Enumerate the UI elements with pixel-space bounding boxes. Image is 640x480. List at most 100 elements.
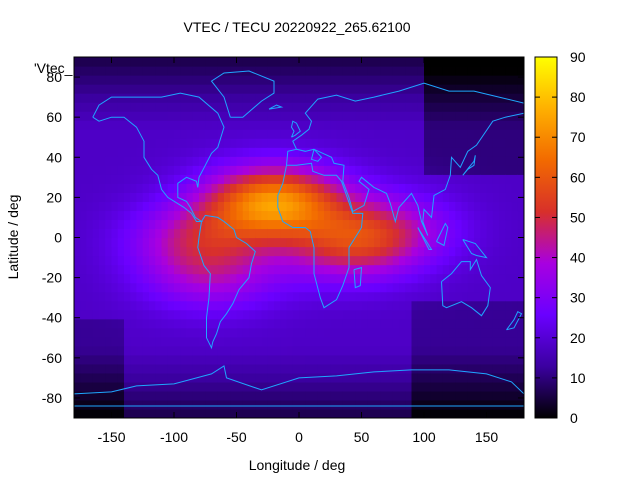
heat-cell bbox=[336, 372, 344, 383]
heat-cell bbox=[355, 129, 363, 139]
heat-cell bbox=[436, 138, 444, 148]
heat-cell bbox=[305, 156, 313, 166]
heat-cell bbox=[74, 138, 81, 148]
coastline-segment bbox=[74, 365, 524, 395]
heat-cell bbox=[155, 291, 163, 302]
heat-cell bbox=[461, 255, 469, 266]
heat-cell bbox=[486, 273, 494, 284]
heat-cell bbox=[136, 75, 144, 85]
heat-cell bbox=[267, 201, 275, 212]
heat-cell bbox=[380, 246, 388, 257]
heat-cell bbox=[374, 156, 381, 166]
heat-cell bbox=[455, 282, 463, 293]
heat-cell bbox=[336, 228, 344, 239]
heat-cell bbox=[486, 228, 494, 239]
heat-cell bbox=[255, 93, 263, 103]
heat-cell bbox=[424, 219, 431, 230]
heat-cell bbox=[461, 174, 469, 184]
heat-cell bbox=[336, 219, 344, 230]
heat-cell bbox=[224, 255, 231, 266]
heat-cell bbox=[486, 111, 494, 121]
heat-cell bbox=[355, 57, 363, 67]
heat-cell bbox=[461, 399, 469, 410]
heat-cell bbox=[305, 408, 313, 418]
heat-cell bbox=[280, 381, 288, 392]
heat-cell bbox=[324, 255, 331, 266]
heat-cell bbox=[436, 309, 444, 320]
heat-cell bbox=[167, 147, 175, 157]
heat-cell bbox=[311, 192, 319, 203]
heat-cell bbox=[267, 102, 275, 112]
heat-cell bbox=[305, 111, 313, 121]
heat-cell bbox=[492, 165, 500, 175]
heat-cell bbox=[492, 345, 500, 356]
heat-cell bbox=[305, 255, 313, 266]
heat-cell bbox=[267, 57, 275, 67]
heat-cell bbox=[280, 129, 288, 139]
heat-cell bbox=[342, 147, 350, 157]
heat-cell bbox=[155, 219, 163, 230]
heat-cell bbox=[517, 75, 524, 85]
heat-cell bbox=[349, 129, 356, 139]
heat-cell bbox=[186, 210, 194, 221]
heat-cell bbox=[317, 354, 325, 365]
heat-cell bbox=[224, 363, 231, 374]
heat-cell bbox=[286, 75, 294, 85]
heat-cell bbox=[111, 219, 119, 230]
heat-cell bbox=[149, 111, 156, 121]
heat-cell bbox=[130, 327, 138, 338]
heat-cell bbox=[486, 75, 494, 85]
heat-cell bbox=[249, 372, 256, 383]
heat-cell bbox=[130, 210, 138, 221]
heat-cell bbox=[167, 66, 175, 76]
heat-cell bbox=[455, 201, 463, 212]
heat-cell bbox=[199, 246, 206, 257]
heat-cell bbox=[461, 183, 469, 193]
heat-cell bbox=[380, 327, 388, 338]
heat-cell bbox=[374, 165, 381, 175]
heat-cell bbox=[236, 273, 244, 284]
heat-cell bbox=[286, 120, 294, 130]
heat-cell bbox=[274, 84, 281, 94]
heat-cell bbox=[242, 363, 250, 374]
heat-cell bbox=[136, 120, 144, 130]
heat-cell bbox=[299, 84, 306, 94]
heat-cell bbox=[449, 327, 456, 338]
heat-cell bbox=[205, 102, 213, 112]
heat-cell bbox=[430, 354, 438, 365]
heat-cell bbox=[430, 381, 438, 392]
heat-cell bbox=[411, 264, 419, 275]
heat-cell bbox=[336, 93, 344, 103]
heat-cell bbox=[230, 201, 238, 212]
heat-cell bbox=[511, 174, 519, 184]
heat-cell bbox=[349, 345, 356, 356]
heat-cell bbox=[442, 363, 450, 374]
heat-cell bbox=[92, 354, 100, 365]
heat-cell bbox=[286, 255, 294, 266]
heat-cell bbox=[117, 300, 125, 311]
heat-cell bbox=[130, 165, 138, 175]
heat-cell bbox=[442, 165, 450, 175]
heat-cell bbox=[230, 228, 238, 239]
heat-cell bbox=[199, 354, 206, 365]
heat-cell bbox=[174, 291, 181, 302]
heat-cell bbox=[217, 219, 225, 230]
heat-cell bbox=[436, 408, 444, 418]
heat-cell bbox=[167, 300, 175, 311]
heat-cell bbox=[380, 183, 388, 193]
heat-cell bbox=[92, 372, 100, 383]
heat-cell bbox=[324, 138, 331, 148]
heat-cell bbox=[311, 201, 319, 212]
heat-cell bbox=[336, 309, 344, 320]
heat-cell bbox=[511, 210, 519, 221]
heat-cell bbox=[186, 57, 194, 67]
heat-cell bbox=[261, 336, 269, 347]
heat-cell bbox=[399, 246, 406, 257]
heat-cell bbox=[155, 75, 163, 85]
heat-cell bbox=[217, 246, 225, 257]
heat-cell bbox=[92, 327, 100, 338]
heat-cell bbox=[330, 381, 338, 392]
heat-cell bbox=[417, 84, 425, 94]
heat-cell bbox=[167, 84, 175, 94]
heat-cell bbox=[299, 291, 306, 302]
